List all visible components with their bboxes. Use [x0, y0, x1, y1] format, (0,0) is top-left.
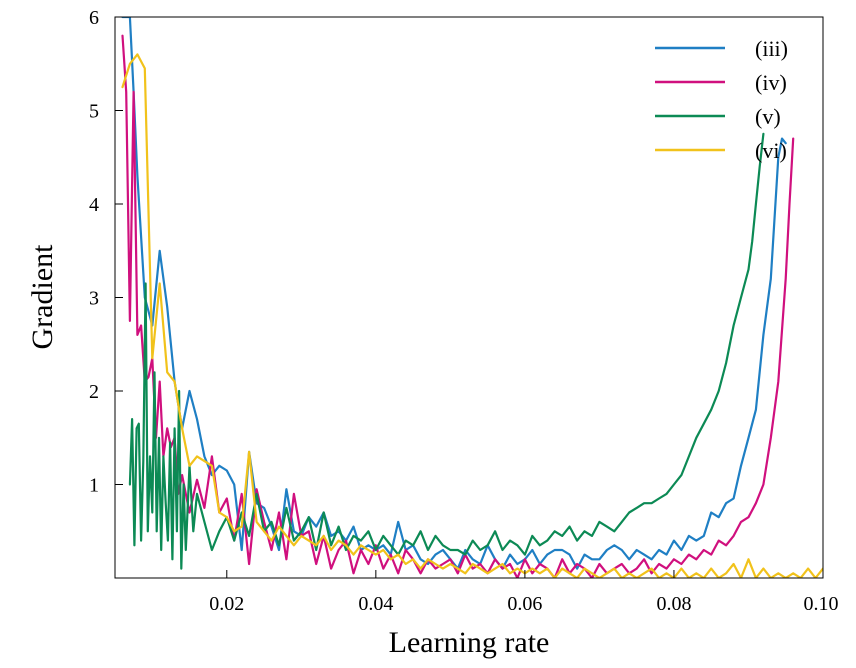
series-layer — [121, 17, 823, 578]
x-axis: 0.02 0.04 0.06 0.08 0.10 — [209, 570, 839, 615]
y-tick-label: 2 — [89, 381, 99, 403]
y-tick-label: 6 — [89, 7, 99, 29]
legend-label: (iv) — [755, 70, 787, 95]
y-tick-label: 1 — [89, 475, 99, 497]
x-tick-label: 0.04 — [358, 593, 393, 615]
x-tick-label: 0.08 — [656, 593, 691, 615]
series-line-1 — [121, 17, 787, 570]
legend-label: (v) — [755, 104, 781, 129]
plot-frame — [114, 16, 824, 579]
x-tick-label: 0.02 — [209, 593, 244, 615]
y-axis-label: Gradient — [26, 244, 59, 350]
series-line-3 — [128, 132, 765, 570]
x-axis-label: Learning rate — [389, 626, 550, 659]
x-tick-label: 0.10 — [804, 593, 839, 615]
y-tick-label: 5 — [89, 101, 99, 123]
y-axis: 1 2 3 4 5 6 — [89, 7, 123, 497]
x-tick-label: 0.06 — [507, 593, 542, 615]
series-line-4 — [121, 53, 823, 578]
legend-label: (iii) — [755, 36, 788, 61]
series-line-2 — [121, 34, 795, 578]
y-tick-label: 3 — [89, 288, 99, 310]
legend: (iii) (iv) (v) (vi) — [655, 36, 788, 163]
y-tick-label: 4 — [89, 194, 99, 216]
legend-label: (vi) — [755, 138, 787, 163]
